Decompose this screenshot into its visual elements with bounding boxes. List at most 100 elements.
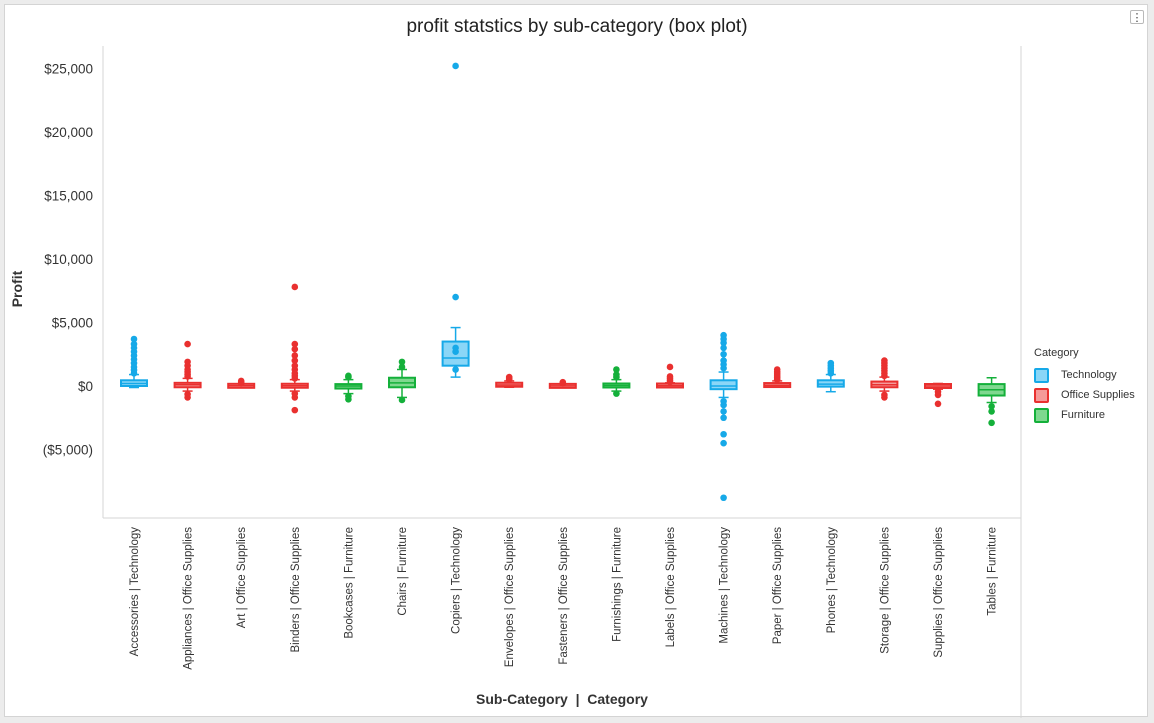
outlier-point bbox=[291, 406, 299, 414]
box-series bbox=[120, 62, 1006, 502]
legend-item-furniture[interactable]: Furniture bbox=[1034, 405, 1135, 425]
outlier-point bbox=[452, 344, 459, 352]
outlier-point bbox=[345, 392, 352, 400]
outlier-point bbox=[291, 362, 299, 369]
outlier-point bbox=[988, 403, 995, 410]
outlier-point bbox=[666, 373, 674, 380]
outlier-point bbox=[881, 391, 888, 399]
outlier-point bbox=[291, 345, 299, 353]
box-accessories bbox=[120, 335, 148, 389]
box-copiers bbox=[441, 62, 470, 378]
outlier-point bbox=[934, 400, 942, 408]
legend-item-technology[interactable]: Technology bbox=[1034, 365, 1135, 385]
outlier-point bbox=[988, 408, 995, 415]
box-paper bbox=[763, 366, 792, 389]
x-tick-label: Fasteners | Office Supplies bbox=[558, 527, 570, 665]
y-tick-label: $15,000 bbox=[44, 189, 93, 204]
outlier-point bbox=[291, 390, 299, 397]
x-axis-title: Sub-Category | Category bbox=[476, 691, 648, 707]
outlier-point bbox=[773, 366, 781, 373]
x-axis-labels: Accessories | Technology Appliances | Off… bbox=[129, 527, 999, 670]
box-phones bbox=[816, 359, 845, 393]
outlier-point bbox=[291, 340, 299, 348]
box-storage bbox=[870, 357, 899, 401]
box-chairs bbox=[388, 358, 416, 404]
outlier-point bbox=[130, 340, 138, 348]
y-tick-label: $25,000 bbox=[44, 62, 93, 77]
box-supplies bbox=[924, 382, 952, 408]
outlier-point bbox=[988, 419, 995, 427]
outlier-point bbox=[827, 359, 835, 367]
outlier-point bbox=[613, 366, 620, 373]
outlier-point bbox=[452, 293, 459, 301]
box-bookcases bbox=[334, 372, 363, 403]
x-tick-label: Phones | Technology bbox=[826, 527, 838, 634]
y-tick-label: ($5,000) bbox=[43, 443, 93, 458]
x-tick-label: Storage | Office Supplies bbox=[879, 527, 891, 654]
x-tick-label: Machines | Technology bbox=[719, 527, 731, 644]
outlier-point bbox=[452, 62, 459, 70]
outlier-point bbox=[613, 371, 620, 378]
x-tick-label: Binders | Office Supplies bbox=[290, 527, 302, 653]
x-tick-label: Copiers | Technology bbox=[451, 527, 463, 634]
y-tick-label: $10,000 bbox=[44, 252, 93, 267]
x-tick-label: Bookcases | Furniture bbox=[343, 527, 355, 639]
box-tables bbox=[977, 376, 1006, 427]
outlier-point bbox=[130, 335, 138, 343]
box-iqr bbox=[709, 379, 738, 391]
legend-title: Category bbox=[1034, 347, 1079, 359]
legend-swatch bbox=[1034, 367, 1049, 383]
outlier-point bbox=[398, 363, 406, 371]
box-envelopes bbox=[495, 373, 524, 389]
outlier-point bbox=[345, 372, 352, 380]
box-machines bbox=[709, 331, 738, 502]
x-tick-label: Chairs | Furniture bbox=[397, 527, 409, 616]
outlier-point bbox=[559, 378, 567, 386]
x-tick-label: Envelopes | Office Supplies bbox=[504, 527, 516, 667]
outlier-point bbox=[881, 357, 888, 364]
outlier-point bbox=[666, 363, 674, 371]
x-tick-label: Paper | Office Supplies bbox=[772, 527, 784, 644]
x-tick-label: Art | Office Supplies bbox=[236, 527, 248, 628]
outlier-point bbox=[934, 388, 942, 396]
x-tick-label: Accessories | Technology bbox=[129, 527, 141, 657]
y-axis-ticks: $25,000 $20,000 $15,000 $10,000 $5,000 $0 ($5,… bbox=[43, 62, 93, 458]
legend-swatch bbox=[1034, 407, 1049, 423]
box-labels bbox=[656, 363, 684, 389]
outlier-point bbox=[291, 357, 299, 364]
outlier-point bbox=[452, 366, 459, 373]
legend: Category Technology Office Supplies Furn… bbox=[1034, 347, 1135, 425]
box-appliances bbox=[173, 340, 202, 401]
outlier-point bbox=[613, 390, 620, 397]
outlier-point bbox=[291, 352, 299, 359]
outlier-point bbox=[720, 430, 727, 438]
chart-title: profit statstics by sub-category (box pl… bbox=[406, 16, 748, 37]
outlier-point bbox=[398, 396, 406, 404]
legend-item-office-supplies[interactable]: Office Supplies bbox=[1034, 385, 1135, 405]
outlier-point bbox=[720, 439, 727, 447]
box-fasteners bbox=[548, 378, 577, 389]
box-furnishings bbox=[602, 366, 631, 397]
more-options-icon[interactable]: ⋮ bbox=[1130, 10, 1144, 24]
outlier-point bbox=[720, 494, 727, 502]
outlier-point bbox=[291, 283, 299, 291]
x-tick-label: Furnishings | Furniture bbox=[611, 527, 623, 642]
legend-label: Furniture bbox=[1061, 409, 1106, 421]
outlier-point bbox=[720, 344, 727, 352]
axes bbox=[102, 46, 1022, 718]
outlier-point bbox=[398, 358, 406, 366]
x-tick-label: Appliances | Office Supplies bbox=[183, 527, 195, 670]
x-tick-label: Labels | Office Supplies bbox=[665, 527, 677, 648]
box-art bbox=[227, 377, 256, 389]
outlier-point bbox=[505, 373, 513, 381]
outlier-point bbox=[237, 377, 245, 385]
legend-label: Technology bbox=[1061, 369, 1117, 381]
y-tick-label: $20,000 bbox=[44, 125, 93, 140]
outlier-point bbox=[184, 390, 191, 398]
y-tick-label: $0 bbox=[78, 379, 93, 394]
outlier-point bbox=[184, 340, 191, 348]
y-axis-title: Profit bbox=[9, 270, 25, 307]
x-tick-label: Supplies | Office Supplies bbox=[933, 527, 945, 658]
outlier-point bbox=[184, 358, 191, 366]
